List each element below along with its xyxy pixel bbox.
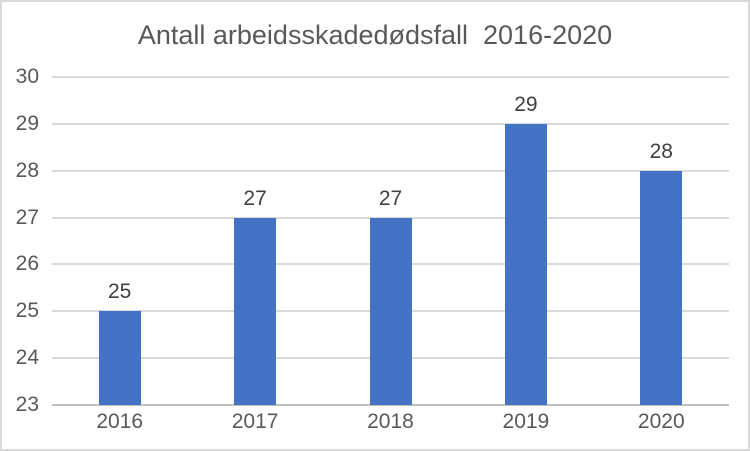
plot-area: 25 27 27 29 28 (52, 76, 729, 406)
y-tick-label-23: 23 (15, 393, 39, 416)
y-tick-label-30: 30 (15, 65, 39, 88)
bar-value-label-2017: 27 (243, 186, 267, 210)
y-tick-label-28: 28 (15, 158, 39, 182)
x-tick-label-2020: 2020 (637, 410, 685, 433)
y-tick-label-29: 29 (15, 111, 39, 135)
y-tick-label-25: 25 (15, 299, 39, 323)
gridline-28 (52, 169, 729, 172)
x-tick-label-2018: 2018 (367, 410, 414, 433)
chart-title: Antall arbeidsskadedødsfall 2016-2020 (137, 20, 613, 50)
bar-value-label-2016: 25 (108, 280, 132, 304)
gridline-29 (52, 122, 729, 125)
bar-2020 (640, 170, 683, 405)
x-tick-label-2017: 2017 (231, 410, 279, 433)
x-axis-tick-labels: 2016 2017 2018 2019 2020 (52, 411, 729, 441)
gridline-27 (52, 216, 729, 219)
x-tick-label-2019: 2019 (502, 410, 550, 433)
bar-value-label-2020: 28 (649, 139, 673, 163)
bar-2019 (504, 123, 547, 405)
y-tick-label-27: 27 (15, 205, 39, 229)
bar-2018 (369, 217, 412, 405)
x-tick-label-2016: 2016 (96, 410, 144, 433)
y-tick-label-24: 24 (15, 346, 39, 370)
y-axis-tick-labels: 30 29 28 27 26 25 24 23 (2, 66, 42, 416)
bar-value-label-2019: 29 (514, 92, 538, 116)
gridline-30 (52, 76, 729, 78)
y-tick-label-26: 26 (15, 252, 39, 276)
x-axis-line (52, 404, 729, 406)
bar-value-label-2018: 27 (378, 186, 403, 210)
bar-2016 (98, 311, 141, 405)
bar-2017 (234, 217, 277, 405)
